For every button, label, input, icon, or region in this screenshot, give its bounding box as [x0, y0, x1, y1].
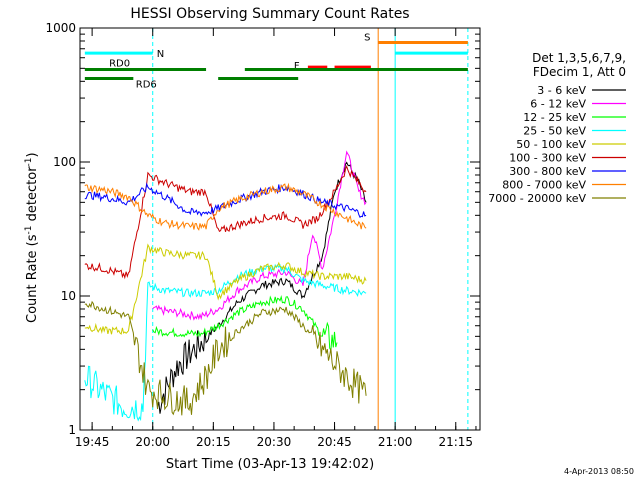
x-tick-label-5: 21:00 [378, 435, 413, 449]
series-line-7 [84, 182, 367, 231]
series-line-3 [84, 263, 367, 422]
y-axis: 1 10 100 1000 [45, 21, 480, 437]
series-layer [84, 150, 367, 422]
x-tick-label-6: 21:15 [438, 435, 473, 449]
legend-label-5: 100 - 300 keV [509, 152, 586, 165]
x-axis-label: Start Time (03-Apr-13 19:42:02) [166, 457, 374, 472]
legend-header-2: FDecim 1, Att 0 [533, 65, 626, 79]
status-bar-label-rd0: RD0 [109, 59, 130, 70]
series-line-4 [84, 243, 367, 335]
plot-area [152, 28, 469, 430]
status-bars: N S F RD0 RD6 [84, 32, 468, 90]
legend-label-3: 25 - 50 keV [523, 125, 586, 138]
x-axis: 19:45 20:00 20:15 20:30 20:45 21:00 21:15 [75, 28, 477, 449]
y-axis-label: Count Rate (s-1 detector-1) [24, 152, 40, 323]
legend-label-1: 6 - 12 keV [530, 98, 586, 111]
status-bar-label-s: S [364, 32, 370, 43]
y-tick-label-0: 1 [68, 423, 76, 437]
x-tick-label-0: 19:45 [75, 435, 110, 449]
y-tick-label-1: 10 [61, 289, 76, 303]
series-line-1 [152, 150, 367, 321]
x-tick-label-4: 20:45 [317, 435, 352, 449]
status-bar-label-f: F [294, 61, 300, 72]
series-line-5 [84, 165, 367, 280]
plot-frame [79, 27, 481, 431]
legend-label-8: 7000 - 20000 keV [488, 192, 586, 205]
y-tick-label-3: 1000 [45, 21, 76, 35]
legend-label-0: 3 - 6 keV [537, 84, 586, 97]
y-tick-label-2: 100 [53, 155, 76, 169]
x-tick-label-3: 20:30 [257, 435, 292, 449]
legend-label-7: 800 - 7000 keV [502, 179, 586, 192]
legend-header-1: Det 1,3,5,6,7,9, [532, 51, 626, 65]
legend-label-6: 300 - 800 keV [509, 165, 586, 178]
chart-title: HESSI Observing Summary Count Rates [130, 6, 409, 22]
series-line-8 [84, 300, 367, 416]
series-line-2 [152, 294, 338, 353]
x-tick-label-1: 20:00 [135, 435, 170, 449]
legend-label-4: 50 - 100 keV [516, 138, 586, 151]
date-stamp: 4-Apr-2013 08:50 [564, 467, 634, 476]
legend: Det 1,3,5,6,7,9, FDecim 1, Att 0 3 - 6 k… [488, 51, 626, 205]
status-bar-label-rd6: RD6 [136, 79, 157, 90]
x-tick-label-2: 20:15 [196, 435, 231, 449]
status-bar-label-n: N [157, 49, 164, 60]
series-line-0 [157, 161, 367, 414]
legend-label-2: 12 - 25 keV [523, 111, 586, 124]
